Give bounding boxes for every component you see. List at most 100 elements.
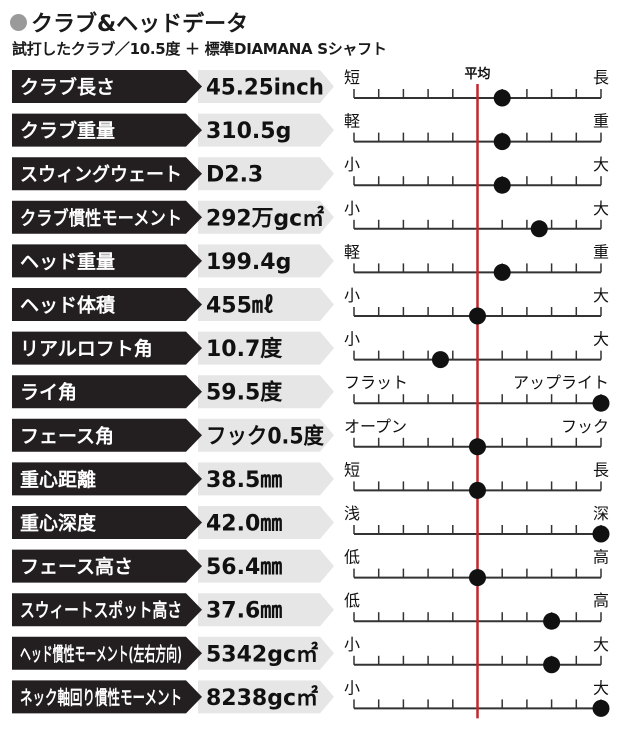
value-band <box>198 331 334 365</box>
label-band <box>12 549 202 583</box>
label-band <box>12 506 202 539</box>
row-value: フック0.5度 <box>206 423 325 449</box>
row-label: クラブ長さ <box>20 76 115 99</box>
scale-left-label: 小 <box>344 635 360 654</box>
scale-left-label: 軽 <box>344 112 360 131</box>
data-point <box>592 525 610 543</box>
row-value: 199.4g <box>206 250 291 275</box>
row-value: 42.0㎜ <box>206 512 282 537</box>
scale-right-label: 大 <box>593 155 609 174</box>
value-band <box>198 462 334 496</box>
row-label: クラブ重量 <box>20 119 115 142</box>
row-value: 8238gc㎡ <box>206 685 318 711</box>
value-band <box>198 157 334 191</box>
row-value: 38.5㎜ <box>206 468 282 493</box>
scale-left-label: 小 <box>344 678 360 697</box>
scale-right-label: 高 <box>593 591 609 610</box>
row-value: 310.5g <box>206 119 291 144</box>
data-point <box>543 656 561 674</box>
row-label: ライ角 <box>20 381 77 404</box>
value-band <box>198 200 334 234</box>
row-value: 292万gc㎡ <box>206 205 324 231</box>
row-label: スウィングウェート <box>20 163 182 186</box>
scale-left-label: 浅 <box>344 504 360 523</box>
scale-left-label: 小 <box>344 330 360 349</box>
scale-right-label: 長 <box>593 460 609 479</box>
row-label: 重心距離 <box>20 468 96 491</box>
value-band <box>198 375 334 409</box>
value-band <box>198 593 334 627</box>
row-value: 37.6㎜ <box>206 599 282 624</box>
label-band <box>12 680 202 714</box>
scale-right-label: 高 <box>593 548 609 567</box>
scale-left-label: フラット <box>344 373 408 392</box>
value-band <box>198 680 334 714</box>
scale-right-label: 大 <box>593 635 609 654</box>
scale-right-label: 深 <box>593 504 609 523</box>
data-point <box>469 569 486 587</box>
row-value: 5342gc㎡ <box>206 641 318 667</box>
row-label: ヘッド体積 <box>20 294 115 317</box>
data-point <box>530 220 548 238</box>
scale-right-label: 大 <box>593 199 609 218</box>
value-band <box>198 549 334 583</box>
scale-left-label: オープン <box>344 417 407 436</box>
data-point <box>493 176 511 194</box>
data-point <box>592 699 610 717</box>
scale-right-label: 重 <box>593 112 609 131</box>
label-band <box>12 157 202 191</box>
data-point <box>469 307 486 325</box>
data-point <box>431 351 449 369</box>
row-label: リアルロフト角 <box>20 337 153 360</box>
scale-left-label: 軽 <box>344 242 360 261</box>
scale-right-label: 長 <box>593 68 609 87</box>
data-point <box>493 133 511 151</box>
label-band <box>12 70 202 103</box>
data-point <box>592 394 610 412</box>
scale-left-label: 低 <box>344 591 360 610</box>
label-band <box>12 331 202 365</box>
chart-title: クラブ&ヘッドデータ <box>10 6 248 38</box>
data-point <box>543 612 561 630</box>
scale-left-label: 小 <box>344 199 360 218</box>
scale-left-label: 短 <box>344 68 360 87</box>
scale-right-label: アップライト <box>513 373 609 392</box>
value-band <box>198 70 334 103</box>
data-point <box>469 481 486 499</box>
label-band <box>12 375 202 409</box>
scale-left-label: 小 <box>344 155 360 174</box>
scale-right-label: 大 <box>593 678 609 697</box>
row-label: ネック軸回り慣性モーメント <box>20 686 182 709</box>
label-band <box>12 244 202 278</box>
row-value: 45.25inch <box>206 76 324 101</box>
label-band <box>12 462 202 496</box>
value-band <box>198 636 334 670</box>
row-value: 59.5度 <box>206 380 283 406</box>
label-band <box>12 636 202 670</box>
value-band <box>198 244 334 278</box>
value-band <box>198 113 334 147</box>
row-value: 56.4㎜ <box>206 555 282 580</box>
scale-right-label: 大 <box>593 330 609 349</box>
row-label: ヘッド重量 <box>20 251 115 273</box>
label-band <box>12 418 202 452</box>
row-label: ヘッド慣性モーメント(左右方向) <box>20 642 182 665</box>
scale-right-label: フック <box>561 417 609 436</box>
average-label: 平均 <box>464 66 490 82</box>
chart-title-text: クラブ&ヘッドデータ <box>31 12 249 37</box>
data-point <box>493 89 511 107</box>
row-value: D2.3 <box>206 163 263 188</box>
row-label: スウィートスポット高さ <box>20 599 182 622</box>
value-band <box>198 418 334 452</box>
data-point <box>493 263 511 281</box>
value-band <box>198 506 334 539</box>
chart-subtitle: 試打したクラブ／10.5度 ＋ 標準DIAMANA Sシャフト <box>12 40 387 58</box>
label-band <box>12 200 202 234</box>
scale-left-label: 低 <box>344 548 360 567</box>
bullet-dot-icon <box>10 13 27 31</box>
row-label: フェース高さ <box>20 555 133 578</box>
scale-left-label: 短 <box>344 460 360 479</box>
scale-right-label: 大 <box>593 286 609 305</box>
label-band <box>12 288 202 321</box>
